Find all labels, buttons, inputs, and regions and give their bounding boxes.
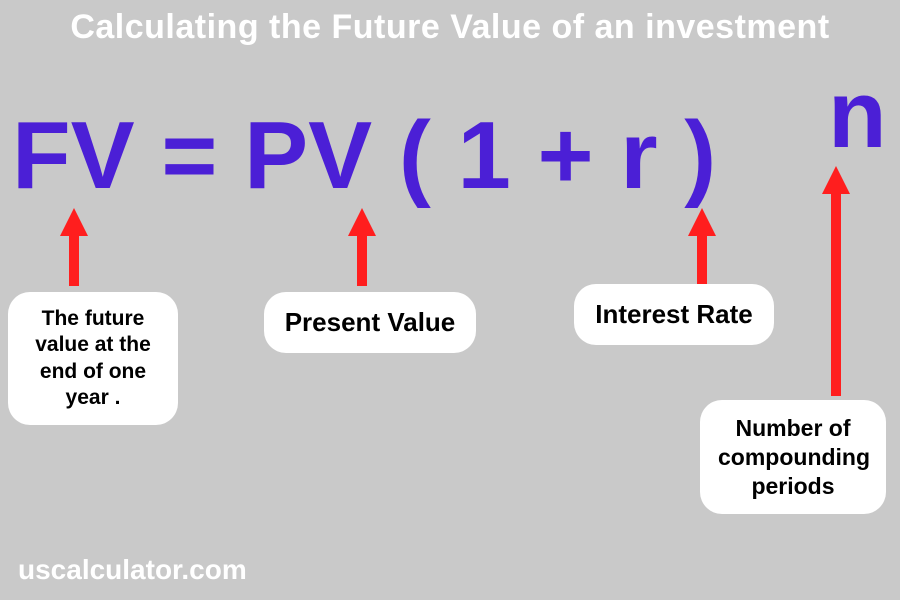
arrow-n bbox=[820, 166, 852, 396]
formula-exponent: n bbox=[828, 60, 887, 170]
label-pv: Present Value bbox=[264, 292, 476, 353]
formula-main-text: FV = PV ( 1 + r ) bbox=[12, 102, 716, 209]
infographic-canvas: Calculating the Future Value of an inves… bbox=[0, 0, 900, 600]
label-r: Interest Rate bbox=[574, 284, 774, 345]
label-fv: The future value at the end of one year … bbox=[8, 292, 178, 425]
arrow-fv bbox=[58, 208, 90, 286]
formula-main: FV = PV ( 1 + r ) bbox=[12, 108, 716, 204]
arrow-r bbox=[686, 208, 718, 286]
arrow-pv bbox=[346, 208, 378, 286]
footer-credit: uscalculator.com bbox=[18, 554, 247, 586]
page-title: Calculating the Future Value of an inves… bbox=[0, 8, 900, 47]
label-n: Number of compounding periods bbox=[700, 400, 886, 514]
